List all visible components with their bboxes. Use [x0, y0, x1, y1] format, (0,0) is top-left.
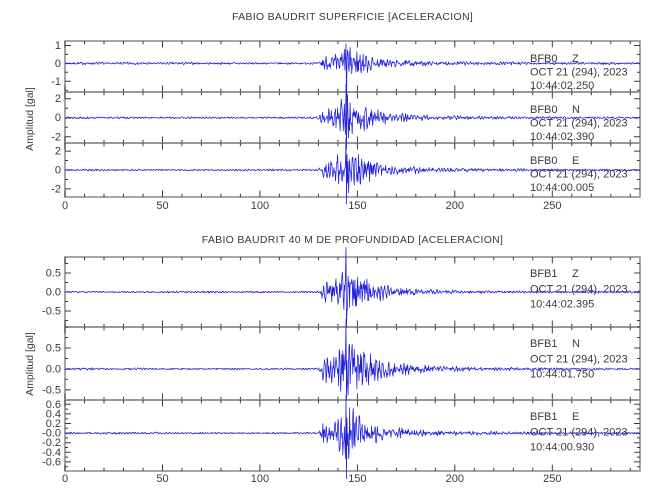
y-tick-label: -0.0: [42, 428, 61, 440]
trace-time-label: 10:44:02.390: [530, 131, 594, 143]
waveform-trace-1: [64, 84, 641, 150]
trace-station-label: BFB0: [530, 155, 558, 167]
y-tick-label: 2: [55, 146, 61, 158]
trace-date-label: OCT 21 (294), 2023: [530, 118, 628, 130]
trace-component-label: N: [572, 338, 580, 350]
trace-date-label: OCT 21 (294), 2023: [530, 354, 628, 366]
y-tick-label: 0: [55, 58, 61, 70]
x-tick-label: 150: [348, 473, 366, 485]
trace-time-label: 10:44:02.395: [530, 299, 594, 311]
trace-component-label: Z: [572, 53, 579, 65]
y-tick-label: -0.5: [42, 306, 61, 318]
trace-station-label: BFB0: [530, 53, 558, 65]
y-tick-label: -1: [51, 76, 61, 88]
trace-date-label: OCT 21 (294), 2023: [530, 67, 628, 79]
trace-time-label: 10:44:00.005: [530, 182, 594, 194]
x-tick-label: 200: [446, 200, 464, 212]
panel-1: 0.5 0.0 -0.5 BFB1 Z OCT 21 (294), 2023 10:44:0…: [42, 256, 641, 485]
y-tick-label: 0.5: [46, 267, 61, 279]
y-tick-label: 0.6: [46, 399, 61, 411]
x-tick-label: 0: [62, 473, 68, 485]
trace-time-label: 10:44:00.930: [530, 442, 594, 454]
x-tick-label: 50: [156, 473, 168, 485]
x-tick-label: 0: [62, 200, 68, 212]
axis-ticks: [64, 143, 640, 197]
panel-1-trace-2: 0.60.40.2-0.0-0.2-0.4-0.60 50 100 150 200 250…: [42, 399, 641, 485]
x-tick-label: 200: [446, 473, 464, 485]
subplot-frame: [64, 399, 641, 472]
axis-ticks: [64, 326, 640, 400]
y-tick-label: -0.5: [42, 384, 61, 396]
y-tick-label: -0.6: [42, 456, 61, 468]
y-tick-label: 0.4: [46, 408, 61, 420]
trace-component-label: Z: [572, 268, 579, 280]
waveform-trace-3: [64, 246, 641, 327]
panel-title-profundidad: FABIO BAUDRIT 40 M DE PROFUNDIDAD [ACELE…: [201, 234, 504, 246]
y-tick-label: 0: [55, 165, 61, 177]
x-tick-label: 100: [251, 473, 269, 485]
y-tick-label: -0.4: [42, 447, 61, 459]
x-tick-label: 250: [543, 200, 561, 212]
y-tick-label: 0.0: [46, 287, 61, 299]
waveform-trace-5: [64, 394, 641, 480]
trace-station-label: BFB1: [530, 268, 558, 280]
trace-date-label: OCT 21 (294), 2023: [530, 427, 628, 439]
waveform-trace-0: [65, 43, 641, 106]
trace-date-label: OCT 21 (294), 2023: [530, 169, 628, 181]
axis-ticks: [64, 257, 640, 327]
axis-ticks: [64, 41, 640, 92]
trace-component-label: E: [572, 155, 579, 167]
panel-title-superficie: FABIO BAUDRIT SUPERFICIE [ACELERACION]: [231, 11, 474, 23]
y-tick-label: 0.0: [46, 363, 61, 375]
x-tick-label: 50: [156, 200, 168, 212]
waveform-trace-2: [64, 137, 641, 205]
y-tick-label: -2: [51, 183, 61, 195]
x-tick-label: 150: [348, 200, 366, 212]
y-tick-label: 0.5: [46, 342, 61, 354]
trace-time-label: 10:44:02.250: [530, 80, 594, 92]
y-tick-label: -2: [51, 131, 61, 143]
x-tick-label: 100: [251, 200, 269, 212]
trace-component-label: E: [572, 411, 579, 423]
trace-time-label: 10:44:01.750: [530, 369, 594, 381]
axis-ticks: [64, 400, 640, 471]
trace-station-label: BFB1: [530, 411, 558, 423]
trace-station-label: BFB0: [530, 104, 558, 116]
y-tick-label: 1: [55, 40, 61, 52]
y-tick-label: 0: [55, 112, 61, 124]
x-tick-label: 250: [543, 473, 561, 485]
trace-station-label: BFB1: [530, 338, 558, 350]
trace-date-label: OCT 21 (294), 2023: [530, 284, 628, 296]
y-tick-label: -0.2: [42, 437, 61, 449]
waveform-trace-4: [64, 318, 641, 400]
y-tick-label: 0.2: [46, 418, 61, 430]
y-tick-label: 2: [55, 93, 61, 105]
trace-component-label: N: [572, 104, 580, 116]
